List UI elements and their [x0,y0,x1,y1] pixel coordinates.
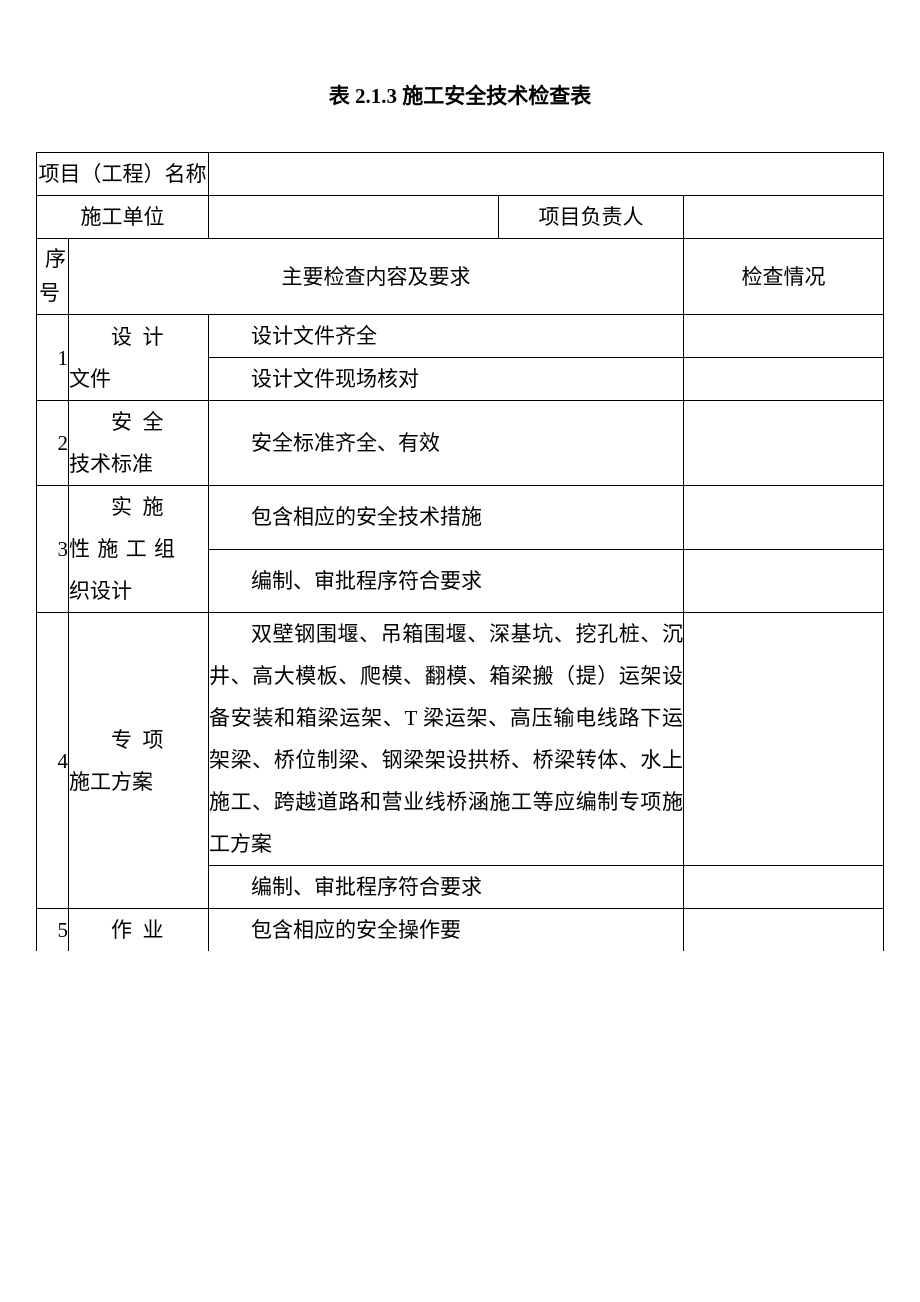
table-row: 2 安全 技术标准 安全标准齐全、有效 [37,401,884,486]
row-req: 设计文件齐全 [209,315,684,358]
row-req: 包含相应的安全技术措施 [209,486,684,550]
row-num: 5 [37,909,69,952]
row-status [684,866,884,909]
inspection-table: 项目（工程）名称 施工单位 项目负责人 序号 主要检查内容及要求 检查情况 1 … [36,152,884,951]
row-req: 编制、审批程序符合要求 [209,866,684,909]
col-status-header: 检查情况 [684,239,884,315]
row-req: 安全标准齐全、有效 [209,401,684,486]
table-row: 1 设计 文件 设计文件齐全 [37,315,884,358]
row-num: 1 [37,315,69,401]
row-item: 专项 施工方案 [69,613,209,909]
row-status [684,486,884,550]
row-req: 双壁钢围堰、吊箱围堰、深基坑、挖孔桩、沉井、高大模板、爬模、翻模、箱梁搬（提）运… [209,613,684,866]
project-name-label: 项目（工程）名称 [37,153,209,196]
column-header-row: 序号 主要检查内容及要求 检查情况 [37,239,884,315]
row-status [684,358,884,401]
row-status [684,401,884,486]
row-status [684,909,884,952]
row-item: 设计 文件 [69,315,209,401]
construction-unit-label: 施工单位 [37,196,209,239]
col-main-header: 主要检查内容及要求 [69,239,684,315]
row-req: 编制、审批程序符合要求 [209,549,684,613]
table-row: 5 作业 包含相应的安全操作要 [37,909,884,952]
table-title: 表 2.1.3 施工安全技术检查表 [0,80,920,110]
row-status [684,613,884,866]
project-leader-label: 项目负责人 [499,196,684,239]
row-num: 4 [37,613,69,909]
row-status [684,315,884,358]
document-page: 表 2.1.3 施工安全技术检查表 项目（工程）名称 施工单位 项目负责人 [0,0,920,951]
row-num: 3 [37,486,69,613]
header-row-project: 项目（工程）名称 [37,153,884,196]
project-leader-value [684,196,884,239]
construction-unit-value [209,196,499,239]
row-num: 2 [37,401,69,486]
row-req: 包含相应的安全操作要 [209,909,684,952]
row-item: 作业 [69,909,209,952]
row-status [684,549,884,613]
table-row: 3 实施 性施工组 织设计 包含相应的安全技术措施 [37,486,884,550]
row-item: 安全 技术标准 [69,401,209,486]
row-item: 实施 性施工组 织设计 [69,486,209,613]
header-row-unit: 施工单位 项目负责人 [37,196,884,239]
table-row: 4 专项 施工方案 双壁钢围堰、吊箱围堰、深基坑、挖孔桩、沉井、高大模板、爬模、… [37,613,884,866]
col-num-header: 序号 [37,239,69,315]
row-req: 设计文件现场核对 [209,358,684,401]
project-name-value [209,153,884,196]
